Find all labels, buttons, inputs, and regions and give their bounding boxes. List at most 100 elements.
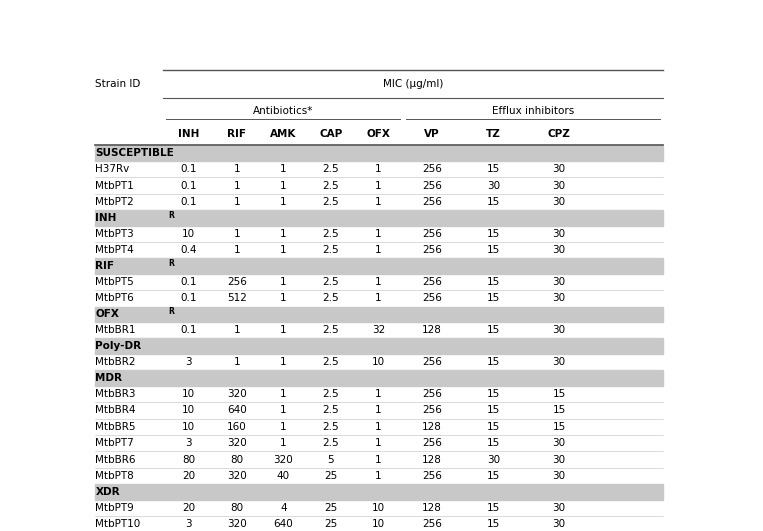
Text: 256: 256 [422,471,442,481]
Text: 1: 1 [233,357,240,367]
Text: 10: 10 [182,229,195,239]
Bar [95,484,663,500]
Text: 30: 30 [552,277,565,287]
Text: 0.1: 0.1 [180,326,197,335]
Text: MtbBR6: MtbBR6 [95,455,136,465]
Text: 15: 15 [487,164,500,174]
Text: 0.1: 0.1 [180,197,197,207]
Text: 1: 1 [375,471,382,481]
Text: MIC (μg/ml): MIC (μg/ml) [383,79,443,89]
Text: MtbPT9: MtbPT9 [95,503,134,513]
Text: 256: 256 [422,164,442,174]
Text: 2.5: 2.5 [323,229,339,239]
Bar [95,145,663,161]
Text: 15: 15 [487,503,500,513]
Text: 30: 30 [552,438,565,448]
Text: 256: 256 [422,197,442,207]
Text: AMK: AMK [270,129,297,139]
Text: MtbPT6: MtbPT6 [95,294,134,303]
Text: 10: 10 [182,389,195,399]
Text: Poly-DR: Poly-DR [95,341,141,351]
Text: R: R [169,307,175,316]
Text: OFX: OFX [367,129,391,139]
Text: 30: 30 [552,357,565,367]
Text: 20: 20 [182,471,195,481]
Text: 30: 30 [487,455,500,465]
Text: 40: 40 [277,471,290,481]
Text: 25: 25 [324,519,337,529]
Text: 30: 30 [552,326,565,335]
Text: 30: 30 [487,181,500,191]
Text: 256: 256 [422,519,442,529]
Text: 2.5: 2.5 [323,197,339,207]
Text: 15: 15 [487,294,500,303]
Text: 1: 1 [375,406,382,415]
Text: 1: 1 [280,181,287,191]
Text: RIF: RIF [227,129,246,139]
Text: MtbPT4: MtbPT4 [95,245,134,255]
Text: Antibiotics*: Antibiotics* [253,106,314,116]
Text: 1: 1 [280,389,287,399]
Text: MDR: MDR [95,373,122,383]
Text: 1: 1 [375,438,382,448]
Text: 256: 256 [422,406,442,415]
Text: SUSCEPTIBLE: SUSCEPTIBLE [95,148,174,158]
Text: 128: 128 [422,422,442,432]
Text: 0.1: 0.1 [180,294,197,303]
Text: 1: 1 [280,277,287,287]
Text: 256: 256 [422,357,442,367]
Text: 256: 256 [422,438,442,448]
Text: 160: 160 [227,422,246,432]
Text: OFX: OFX [95,310,119,319]
Text: 2.5: 2.5 [323,164,339,174]
Text: 0.1: 0.1 [180,277,197,287]
Text: 1: 1 [280,245,287,255]
Text: R: R [169,211,175,219]
Text: 1: 1 [375,181,382,191]
Text: CPZ: CPZ [548,129,571,139]
Text: 128: 128 [422,455,442,465]
Text: MtbBR4: MtbBR4 [95,406,136,415]
Text: 30: 30 [552,197,565,207]
Text: RIF: RIF [95,261,114,271]
Text: 256: 256 [422,245,442,255]
Text: 1: 1 [280,164,287,174]
Text: 0.1: 0.1 [180,181,197,191]
Text: 640: 640 [274,519,293,529]
Text: 80: 80 [230,455,243,465]
Text: XDR: XDR [95,487,120,497]
Text: MtbPT8: MtbPT8 [95,471,134,481]
Text: 1: 1 [280,357,287,367]
Text: 32: 32 [372,326,385,335]
Text: 1: 1 [280,438,287,448]
Text: INH: INH [95,213,117,223]
Text: 2.5: 2.5 [323,245,339,255]
Text: 10: 10 [372,357,385,367]
Text: 1: 1 [233,245,240,255]
Text: 15: 15 [487,438,500,448]
Text: 2.5: 2.5 [323,357,339,367]
Text: 1: 1 [233,181,240,191]
Text: 256: 256 [422,181,442,191]
Text: 3: 3 [185,519,192,529]
Text: 320: 320 [227,438,246,448]
Text: R: R [169,259,175,268]
Text: 15: 15 [487,245,500,255]
Text: MtbBR5: MtbBR5 [95,422,136,432]
Text: 320: 320 [227,389,246,399]
Text: MtbBR3: MtbBR3 [95,389,136,399]
Text: 20: 20 [182,503,195,513]
Text: 1: 1 [375,294,382,303]
Text: 1: 1 [375,455,382,465]
Text: Strain ID: Strain ID [95,79,140,89]
Text: 15: 15 [552,406,565,415]
Bar [95,338,663,354]
Text: 2.5: 2.5 [323,422,339,432]
Bar [95,306,663,322]
Text: 2.5: 2.5 [323,181,339,191]
Text: Efflux inhibitors: Efflux inhibitors [492,106,574,116]
Text: MtbPT7: MtbPT7 [95,438,134,448]
Text: 256: 256 [422,389,442,399]
Text: 2.5: 2.5 [323,326,339,335]
Text: 15: 15 [487,197,500,207]
